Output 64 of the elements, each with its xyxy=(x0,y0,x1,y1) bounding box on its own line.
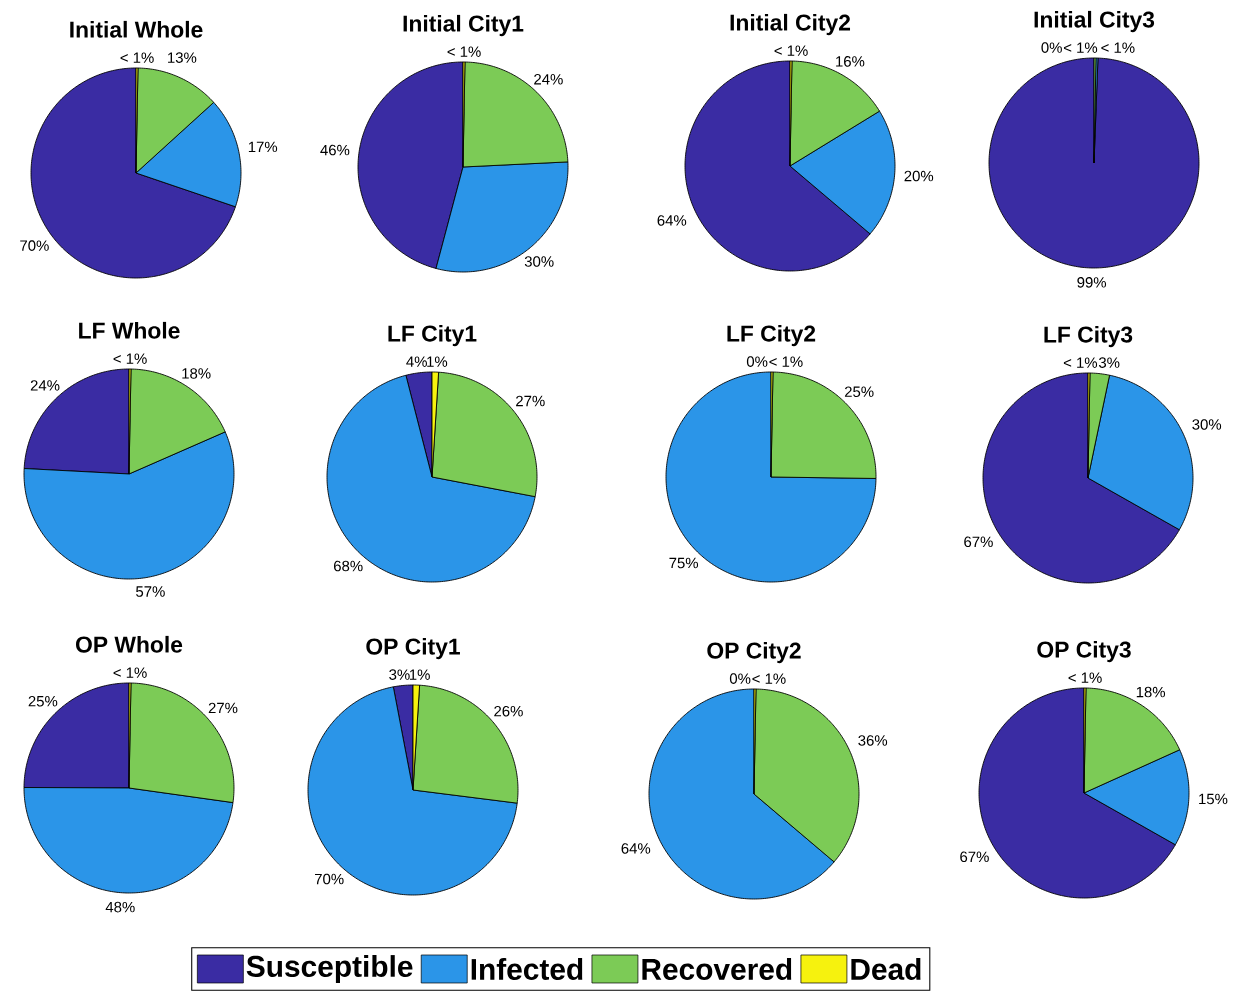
data-label: 67% xyxy=(960,851,989,863)
data-label: 1% xyxy=(409,669,430,680)
data-label: < 1% xyxy=(769,356,803,367)
chart-title: LF Whole xyxy=(79,321,180,339)
data-label: < 1% xyxy=(113,667,147,678)
chart-title: LF City1 xyxy=(388,324,477,347)
data-label: 48% xyxy=(105,901,135,913)
data-label: 64% xyxy=(621,843,651,854)
chart-title: Initial Whole xyxy=(70,20,203,38)
legend-label: Susceptible xyxy=(246,955,413,983)
data-label: < 1% xyxy=(1063,42,1098,53)
data-label: 99% xyxy=(1077,277,1107,288)
chart-title: OP City1 xyxy=(366,637,460,660)
legend-label: Infected xyxy=(471,958,583,980)
data-label: < 1% xyxy=(113,353,147,364)
text: 0% xyxy=(1041,42,1062,53)
chart-title: OP City3 xyxy=(1037,640,1131,663)
data-label: < 1% xyxy=(774,45,808,56)
data-label: 3% xyxy=(1098,357,1120,368)
data-label: < 1% xyxy=(1063,357,1098,368)
data-label: 4% xyxy=(406,356,427,367)
chart-title: OP City2 xyxy=(707,641,801,664)
data-label: 18% xyxy=(182,368,211,379)
data-label: 68% xyxy=(334,560,363,572)
data-label: 64% xyxy=(657,215,687,226)
data-label: 30% xyxy=(1192,419,1222,430)
text: 0% xyxy=(746,356,768,367)
data-label: 57% xyxy=(136,586,165,597)
data-label: < 1% xyxy=(447,46,481,57)
data-label: 13% xyxy=(168,52,197,63)
data-label: 70% xyxy=(315,873,344,885)
text: 0% xyxy=(729,673,751,684)
data-label: 1% xyxy=(427,356,448,367)
data-label: 25% xyxy=(28,695,58,707)
data-label: 36% xyxy=(858,735,888,746)
data-label: 16% xyxy=(836,56,865,67)
chart-title: Initial City1 xyxy=(403,14,524,37)
data-label: < 1% xyxy=(752,673,786,684)
chart-title: LF City3 xyxy=(1044,325,1133,348)
chart-title: LF City2 xyxy=(727,324,816,347)
chart-title: Initial City2 xyxy=(730,13,851,36)
chart-title: Initial City3 xyxy=(1034,10,1155,33)
data-label: < 1% xyxy=(1068,672,1102,683)
data-label: 3% xyxy=(389,669,410,680)
data-label: 70% xyxy=(20,240,49,251)
data-label: 24% xyxy=(30,380,60,391)
data-label: 27% xyxy=(208,702,238,714)
data-label: 17% xyxy=(248,141,278,153)
data-label: < 1% xyxy=(120,52,154,63)
data-label: 18% xyxy=(1136,686,1166,698)
data-label: 24% xyxy=(534,74,563,85)
legend-label: Dead xyxy=(851,958,921,980)
data-label: 15% xyxy=(1199,793,1228,805)
data-label: < 1% xyxy=(1101,42,1135,53)
data-label: 46% xyxy=(320,144,350,156)
data-label: 25% xyxy=(844,386,874,397)
data-label: 75% xyxy=(669,557,699,569)
data-label: 20% xyxy=(904,170,934,182)
data-label: 26% xyxy=(494,705,523,717)
data-label: 67% xyxy=(964,536,993,548)
chart-title: OP Whole xyxy=(76,635,183,653)
data-label: 27% xyxy=(516,395,545,407)
data-label: 30% xyxy=(524,256,554,267)
legend-label: Recovered xyxy=(642,958,792,980)
